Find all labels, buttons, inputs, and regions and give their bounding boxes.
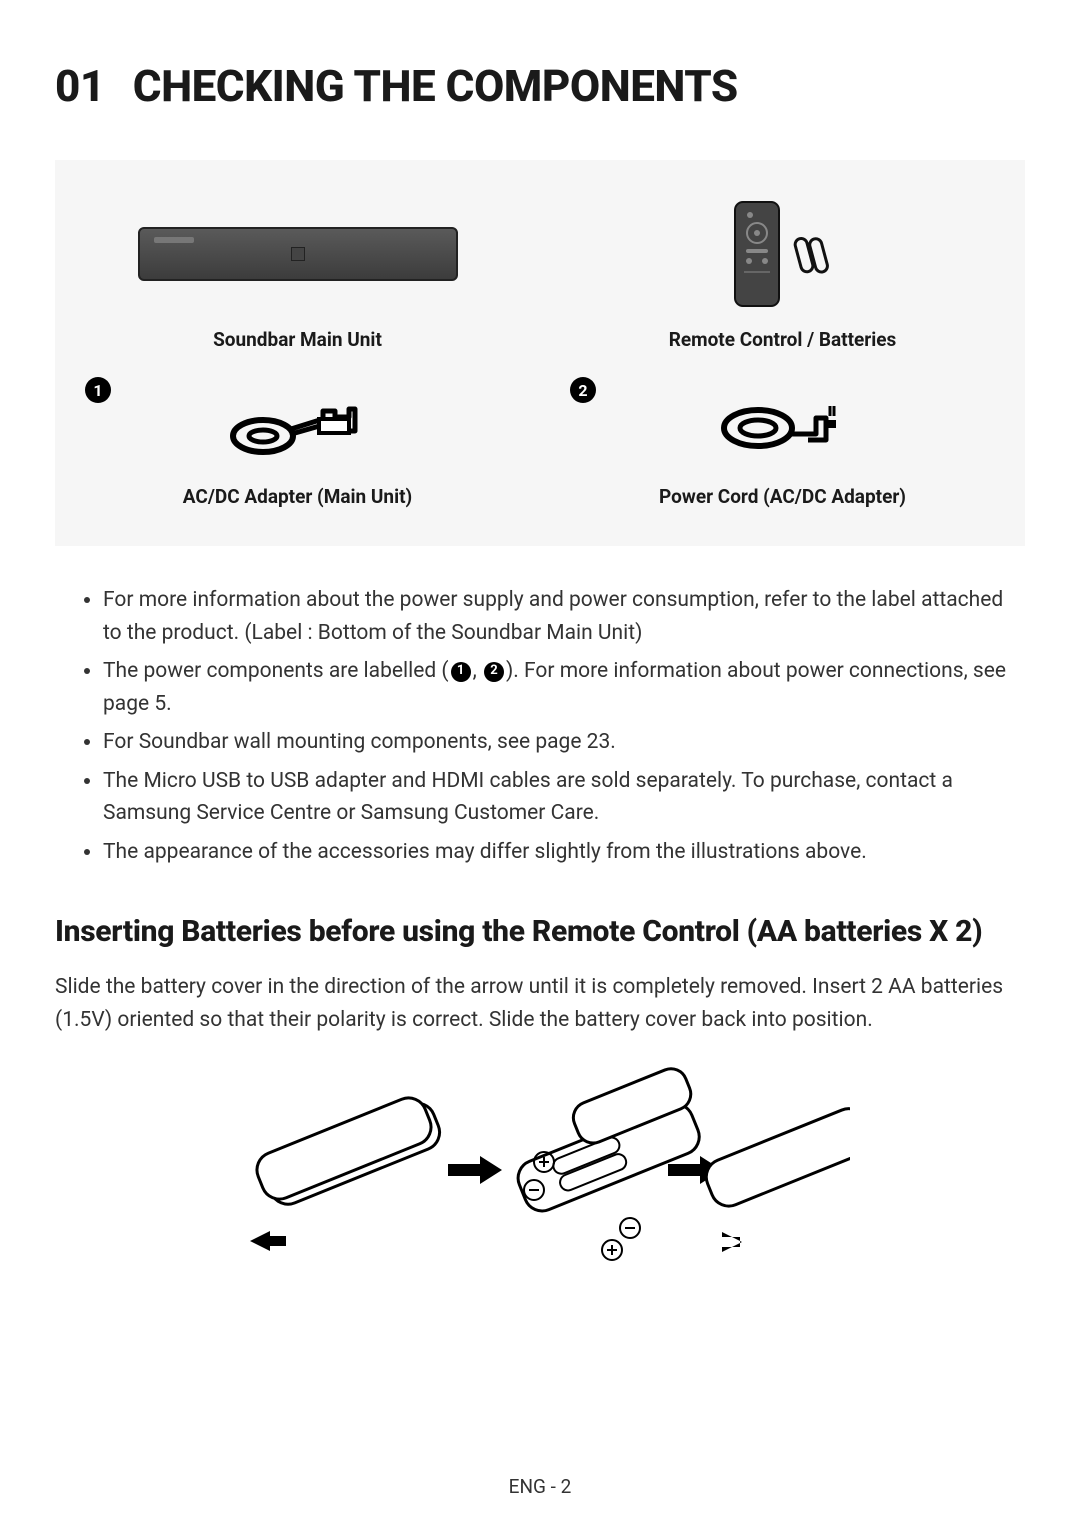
component-cord: 2 Power Cord (AC/DC Adapter) bbox=[540, 371, 1025, 528]
component-badge: 2 bbox=[570, 377, 596, 403]
components-row-2: 1 AC/DC Adapter (Main Unit) 2 bbox=[55, 371, 1025, 528]
battery-section-body: Slide the battery cover in the direction… bbox=[55, 971, 1025, 1036]
inline-badge-2-icon: 2 bbox=[484, 662, 504, 682]
note-text: , bbox=[473, 659, 482, 683]
note-item: The power components are labelled (1, 2)… bbox=[103, 655, 1025, 720]
note-item: For Soundbar wall mounting components, s… bbox=[103, 726, 1025, 759]
soundbar-illustration bbox=[138, 194, 458, 314]
adapter-illustration bbox=[223, 381, 373, 471]
component-adapter: 1 AC/DC Adapter (Main Unit) bbox=[55, 371, 540, 528]
note-item: The appearance of the accessories may di… bbox=[103, 836, 1025, 869]
cord-icon bbox=[708, 396, 858, 456]
cord-illustration bbox=[708, 381, 858, 471]
battery-section-heading: Inserting Batteries before using the Rem… bbox=[55, 914, 1025, 949]
component-label: Remote Control / Batteries bbox=[669, 328, 897, 351]
component-label: AC/DC Adapter (Main Unit) bbox=[183, 485, 412, 508]
note-item: The Micro USB to USB adapter and HDMI ca… bbox=[103, 765, 1025, 830]
remote-icon bbox=[732, 199, 782, 309]
battery-figure bbox=[55, 1066, 1025, 1266]
page-footer: ENG - 2 bbox=[0, 1475, 1080, 1498]
batteries-icon bbox=[790, 228, 834, 280]
components-panel: Soundbar Main Unit bbox=[55, 160, 1025, 546]
component-label: Soundbar Main Unit bbox=[213, 328, 382, 351]
arrow-right-icon bbox=[448, 1156, 502, 1184]
notes-list: For more information about the power sup… bbox=[55, 584, 1025, 868]
component-label: Power Cord (AC/DC Adapter) bbox=[659, 485, 906, 508]
component-badge: 1 bbox=[85, 377, 111, 403]
title-text: CHECKING THE COMPONENTS bbox=[133, 60, 738, 112]
note-item: For more information about the power sup… bbox=[103, 584, 1025, 649]
page-title: 01 CHECKING THE COMPONENTS bbox=[55, 60, 1025, 112]
component-soundbar: Soundbar Main Unit bbox=[55, 194, 540, 371]
remote-illustration bbox=[732, 194, 834, 314]
inline-badge-1-icon: 1 bbox=[451, 662, 471, 682]
adapter-icon bbox=[223, 391, 373, 461]
battery-diagram-icon bbox=[230, 1066, 850, 1266]
note-text: The power components are labelled ( bbox=[103, 659, 449, 683]
component-remote: Remote Control / Batteries bbox=[540, 194, 1025, 371]
components-row-1: Soundbar Main Unit bbox=[55, 194, 1025, 371]
title-number: 01 bbox=[55, 60, 105, 112]
